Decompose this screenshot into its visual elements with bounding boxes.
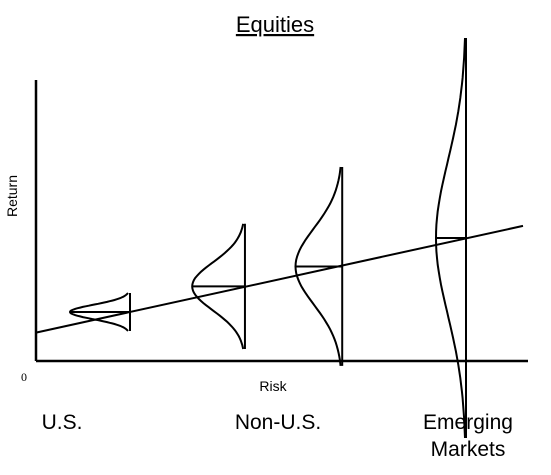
category-label-emerging-line1: Emerging <box>423 411 513 434</box>
diagram-title: Equities <box>236 12 314 37</box>
y-axis-label: Return <box>4 175 20 217</box>
x-axis-label: Risk <box>259 378 287 394</box>
category-label-emerging-line2: Markets <box>431 438 506 461</box>
category-label-non-us: Non-U.S. <box>235 411 321 434</box>
origin-label: 0 <box>21 370 27 384</box>
risk-return-trend-line <box>35 224 524 334</box>
category-label-us: U.S. <box>42 411 83 434</box>
distribution-curve-non-us-2 <box>294 166 342 367</box>
